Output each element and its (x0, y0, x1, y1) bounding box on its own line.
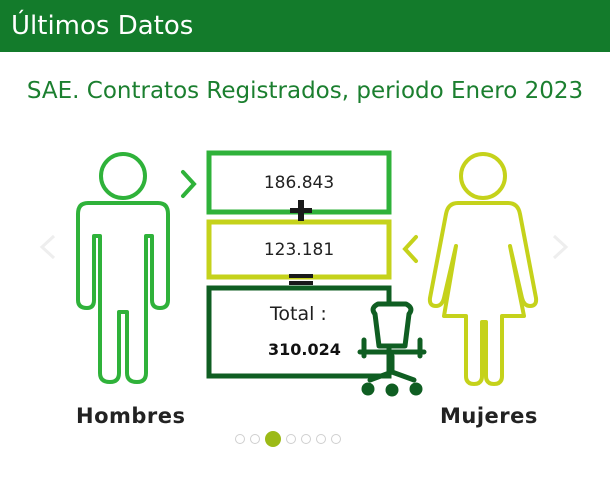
carousel-dot[interactable] (250, 434, 260, 444)
carousel-next-button[interactable] (548, 232, 572, 262)
hombres-box (206, 150, 392, 215)
chevron-right-icon (181, 170, 197, 198)
mujeres-label: Mujeres (440, 404, 538, 428)
total-value: 310.024 (268, 340, 341, 359)
chevron-left-icon (402, 235, 418, 263)
infographic (0, 130, 610, 430)
header-bar: Últimos Datos (0, 0, 610, 52)
carousel-dot[interactable] (316, 434, 326, 444)
carousel-dot[interactable] (331, 434, 341, 444)
chevron-right-icon (552, 234, 569, 260)
man-icon (76, 152, 170, 384)
carousel-dot[interactable] (235, 434, 245, 444)
hombres-label: Hombres (76, 404, 186, 428)
infographic-graphics (76, 150, 539, 397)
carousel-dot[interactable] (265, 431, 281, 447)
office-chair-icon (357, 301, 427, 397)
woman-icon (427, 152, 539, 386)
total-box (206, 285, 392, 379)
carousel-prev-button[interactable] (36, 232, 60, 262)
total-label: Total : (270, 303, 327, 325)
mujeres-value: 123.181 (263, 240, 335, 260)
chevron-left-icon (39, 234, 56, 260)
hombres-value: 186.843 (263, 173, 335, 193)
header-title: Últimos Datos (11, 11, 194, 41)
slide-title: SAE. Contratos Registrados, periodo Ener… (26, 78, 584, 104)
carousel-dot[interactable] (301, 434, 311, 444)
carousel-dot[interactable] (286, 434, 296, 444)
carousel-pagination (235, 430, 341, 448)
